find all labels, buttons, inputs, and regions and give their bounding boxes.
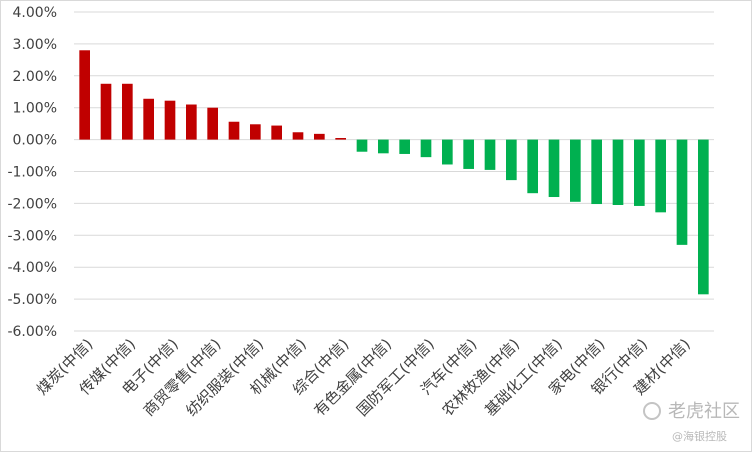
bar [676,139,688,245]
bar [463,139,474,169]
bar [250,124,261,140]
bar [378,139,389,154]
bar [634,139,645,206]
bar [655,139,666,213]
y-tick-label: 2.00% [13,69,57,85]
bar [484,139,496,170]
y-tick-label: -2.00% [7,196,57,212]
bar [143,98,154,140]
y-tick-label: 4.00% [13,5,57,21]
bar [314,133,325,140]
y-tick-label: 0.00% [13,133,57,149]
bar [186,104,197,140]
bar [271,125,282,140]
bar [335,138,346,140]
watermark: 老虎社区 @海银控股 [643,401,740,443]
bar [548,139,560,198]
bar [527,139,538,194]
y-tick-label: -3.00% [7,228,57,244]
tiger-logo-icon [643,402,661,420]
y-axis-tick-labels: 4.00% 3.00% 2.00% 1.00% 0.00% -1.00% -2.00% -3.… [7,5,57,340]
bar [442,139,453,165]
gridlines [74,11,714,332]
bar [570,139,581,202]
y-tick-label: -5.00% [7,292,57,308]
bar [207,107,218,140]
x-axis-tick-labels: 煤炭(中信)传媒(中信)电子(中信)商贸零售(中信)纺织服装(中信)机械(中信)… [33,335,694,420]
bar [356,139,368,152]
y-tick-label: -4.00% [7,260,57,276]
bar [292,132,304,140]
bar [79,50,90,140]
bar [122,83,133,140]
y-tick-label: -1.00% [7,165,57,181]
bar [420,139,432,158]
bar [612,139,624,205]
watermark-main: 老虎社区 [668,401,740,422]
bars [79,50,709,295]
bar [591,139,602,205]
bar [228,121,240,140]
y-tick-label: 1.00% [13,101,57,117]
watermark-sub: @海银控股 [672,429,727,443]
bar [100,83,112,140]
bar [399,139,410,154]
bar [164,100,176,140]
bar [506,139,517,181]
y-tick-label: 3.00% [13,37,57,53]
y-tick-label: -6.00% [7,324,57,340]
bar [698,139,709,295]
